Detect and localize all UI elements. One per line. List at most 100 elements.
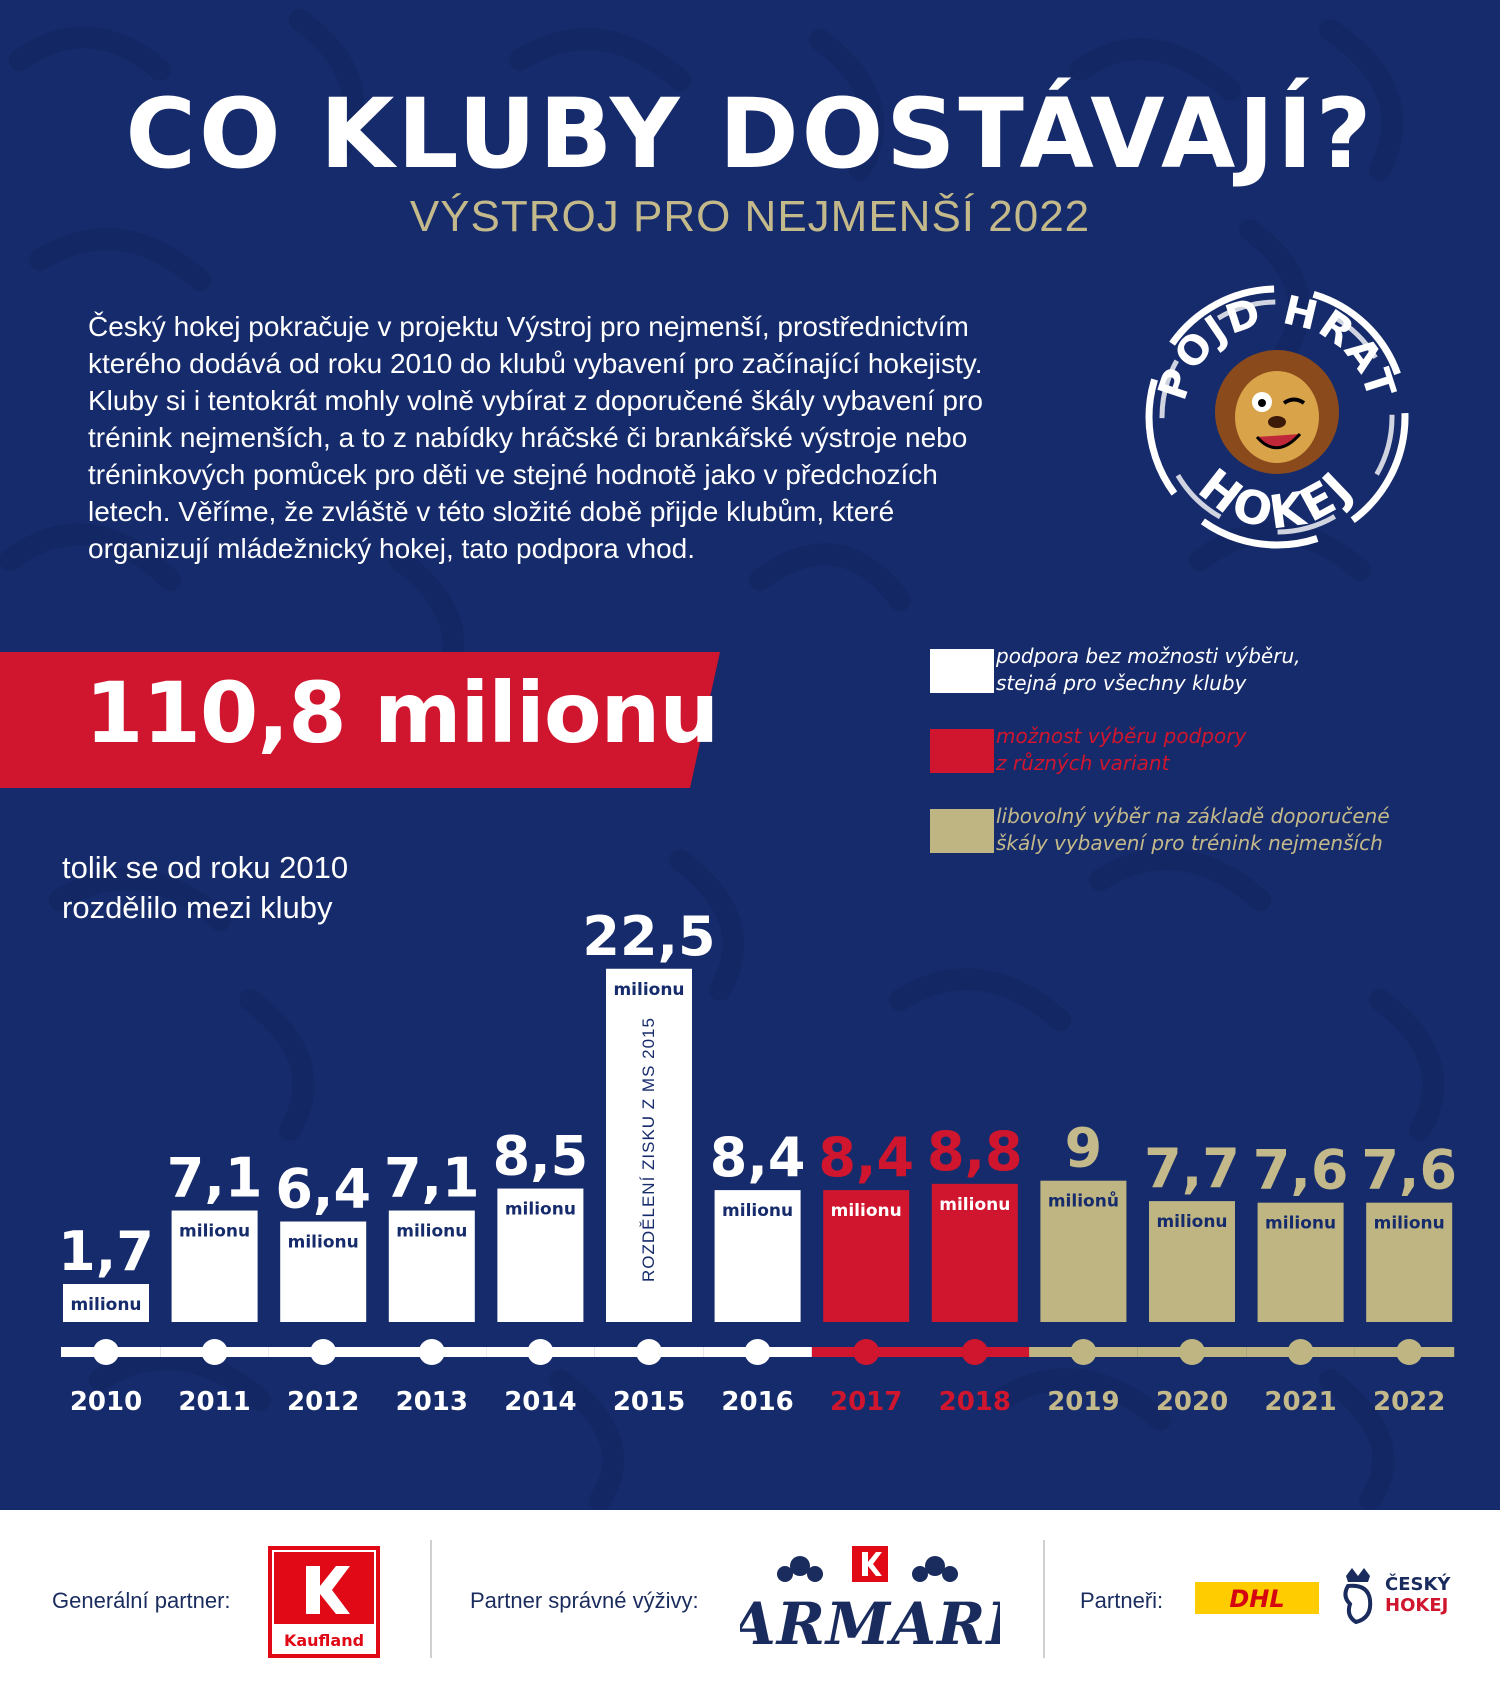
page-title: CO KLUBY DOSTÁVAJÍ?: [125, 78, 1375, 190]
intro-line: letech. Věříme, že zvláště v této složit…: [88, 496, 895, 527]
legend-item: libovolný výběr na základě doporučené šká…: [930, 803, 1450, 883]
bar-value-label: 8,8: [927, 1120, 1023, 1183]
x-tick-label: 2016: [721, 1387, 793, 1417]
page-subtitle: VÝSTROJ PRO NEJMENŠÍ 2022: [409, 192, 1091, 241]
axis-dot: [636, 1339, 662, 1365]
bar-value-label: 22,5: [582, 905, 715, 968]
intro-line: Kluby si i tentokrát mohly volně vybírat…: [88, 385, 983, 416]
intro-line: trénink nejmenších, a to z nabídky hráčs…: [88, 422, 968, 453]
bar: [63, 1284, 149, 1322]
total-note: tolik se od roku 2010 rozdělilo mezi klu…: [62, 850, 349, 925]
bar-unit-label: milionu: [1265, 1214, 1336, 1234]
legend: podpora bez možnosti výběru, stejná pro v…: [930, 643, 1450, 883]
x-tick-label: 2010: [70, 1387, 142, 1417]
x-tick-label: 2022: [1373, 1387, 1445, 1417]
bar: [606, 968, 692, 1322]
bar-annotation: ROZDĚLENÍ ZISKU Z MS 2015: [639, 1017, 658, 1282]
axis-dot: [744, 1339, 771, 1365]
legend-item: možnost výběru podpory z různých variant: [930, 723, 1450, 803]
axis-dot: [418, 1339, 445, 1365]
footer-divider: [430, 1540, 432, 1658]
dhl-logo: DHL: [1195, 1582, 1319, 1614]
legend-label: libovolný výběr na základě doporučené šká…: [996, 804, 1390, 855]
bar-unit-label: milionu: [722, 1201, 793, 1221]
bar: [1366, 1202, 1453, 1322]
bar: [1040, 1180, 1127, 1322]
x-tick-label: 2019: [1047, 1387, 1119, 1417]
bar-value-label: 8,4: [710, 1126, 806, 1189]
axis-dot: [1396, 1339, 1423, 1365]
intro-line: tréninkových pomůcek pro děti ve stejné …: [88, 459, 938, 490]
bar-value-label: 8,5: [493, 1125, 589, 1188]
total-banner: [0, 652, 720, 788]
bar: [823, 1190, 910, 1322]
bar: [1149, 1201, 1235, 1322]
axis-dot: [853, 1339, 880, 1365]
x-tick-label: 2013: [396, 1387, 468, 1417]
intro-line: Český hokej pokračuje v projektu Výstroj…: [88, 311, 969, 342]
legend-label: podpora bez možnosti výběru, stejná pro v…: [996, 644, 1301, 695]
bar-unit-label: milionu: [505, 1200, 576, 1220]
cesky-hokej-logo-text: ČESKÝ HOKEJ: [1385, 1574, 1451, 1616]
x-tick-label: 2014: [504, 1387, 576, 1417]
bar-unit-label: milionu: [179, 1222, 250, 1242]
x-tick-label: 2011: [178, 1387, 250, 1417]
legend-label: možnost výběru podpory z různých variant: [996, 724, 1247, 775]
bar-value-label: 9: [1065, 1117, 1103, 1180]
x-tick-label: 2020: [1156, 1387, 1228, 1417]
bar-unit-label: milionů: [1048, 1190, 1119, 1212]
axis-dot: [1287, 1339, 1314, 1365]
bar-unit-label: milionu: [613, 980, 684, 1000]
legend-item: podpora bez možnosti výběru, stejná pro v…: [930, 643, 1450, 723]
kaufland-logo: Kaufland: [268, 1546, 380, 1658]
footer-divider: [1043, 1540, 1045, 1658]
bar-unit-label: milionu: [288, 1233, 359, 1253]
axis-dot: [1179, 1339, 1205, 1365]
nutrition-partner-label: Partner správné výživy:: [470, 1588, 699, 1613]
bar-unit-label: milionu: [939, 1195, 1010, 1215]
bar-value-label: 7,1: [384, 1147, 480, 1210]
bar-value-label: 7,1: [167, 1147, 263, 1210]
kaufland-logo-text: Kaufland: [284, 1631, 364, 1650]
axis-dot: [310, 1339, 337, 1365]
bar: [931, 1183, 1018, 1322]
bar-value-label: 6,4: [275, 1158, 371, 1221]
intro-paragraph: Český hokej pokračuje v projektu Výstroj…: [88, 308, 1128, 567]
bar: [280, 1221, 367, 1322]
bar-value-label: 8,4: [818, 1126, 914, 1189]
bar-value-label: 7,7: [1144, 1137, 1240, 1200]
bar-chart: milionu 1,7 2010 milionu 7,1 2011 milionu 6,4 20…: [58, 905, 1457, 1417]
bar-unit-label: milionu: [1374, 1214, 1445, 1234]
intro-line: organizují mládežnický hokej, tato podpo…: [88, 533, 696, 564]
bar: [388, 1210, 475, 1322]
bar-value-label: 7,6: [1253, 1139, 1349, 1202]
general-partner-label: Generální partner:: [52, 1588, 231, 1613]
bar: [1257, 1202, 1344, 1322]
bar-unit-label: milionu: [396, 1222, 467, 1242]
x-tick-label: 2018: [939, 1387, 1011, 1417]
dhl-logo-text: DHL: [1229, 1585, 1284, 1613]
bar-value-label: 1,7: [58, 1220, 154, 1283]
jarmark-logo: JARMARK: [740, 1546, 1000, 1658]
lion-mascot-icon: [1215, 350, 1339, 474]
cesky-hokej-lion-icon: [1343, 1568, 1373, 1625]
pojd-hrat-hokej-logo: POJĎ HRÁT HOKEJ: [1145, 285, 1409, 549]
legend-swatch-gold: [930, 809, 994, 853]
partners-label: Partneři:: [1080, 1588, 1164, 1613]
footer: Generální partner: Kaufland Partner sprá…: [0, 1510, 1500, 1688]
x-tick-label: 2017: [830, 1387, 902, 1417]
background-pattern: [0, 0, 1500, 1510]
bar: [497, 1188, 584, 1322]
bar-unit-label: milionu: [1156, 1212, 1227, 1232]
x-tick-label: 2021: [1264, 1387, 1336, 1417]
x-tick-label: 2012: [287, 1387, 359, 1417]
axis-dot: [93, 1339, 119, 1365]
bar-value-label: 7,6: [1361, 1139, 1457, 1202]
legend-swatch-red: [930, 729, 994, 773]
total-value: 110,8 milionu: [85, 664, 719, 762]
axis-dot: [527, 1339, 554, 1365]
bar-unit-label: milionu: [70, 1295, 141, 1315]
bar: [714, 1190, 801, 1322]
axis-dot: [961, 1339, 988, 1365]
intro-line: kterého dodává od roku 2010 do klubů vyb…: [88, 348, 983, 379]
